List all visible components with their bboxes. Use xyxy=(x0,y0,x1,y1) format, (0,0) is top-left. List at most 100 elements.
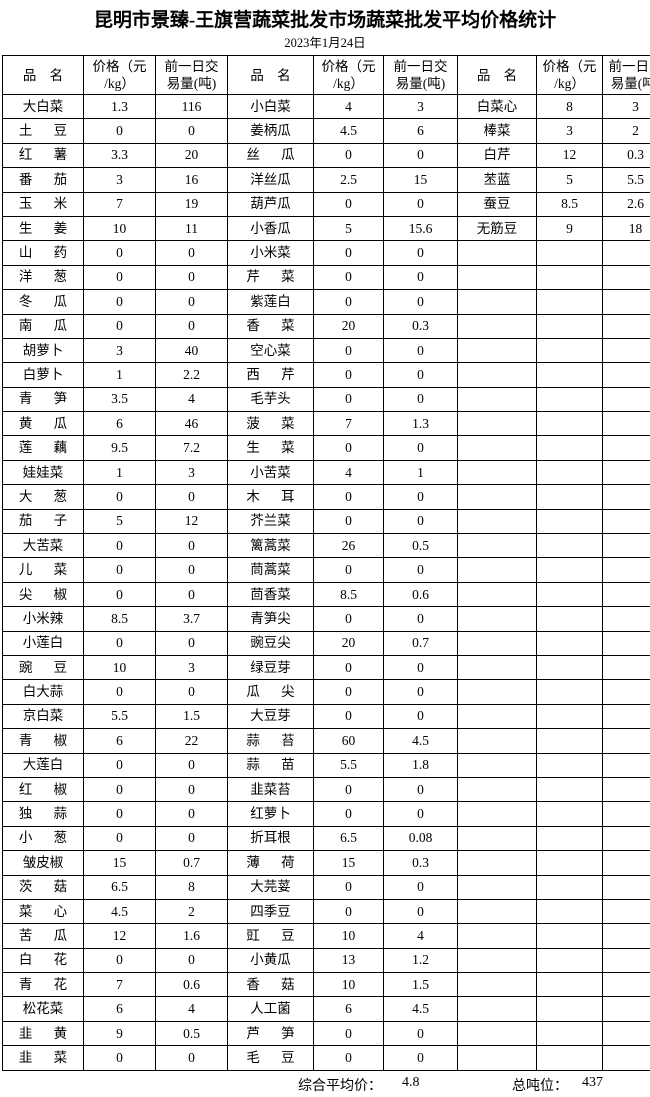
cell-product-name xyxy=(458,753,537,777)
cell-product-name: 小黄瓜 xyxy=(228,948,314,972)
cell-price xyxy=(537,973,603,997)
cell-product-name: 尖 椒 xyxy=(3,582,84,606)
cell-volume: 0 xyxy=(384,875,458,899)
cell-price xyxy=(537,582,603,606)
cell-product-name: 松花菜 xyxy=(3,997,84,1021)
cell-volume: 22 xyxy=(156,729,228,753)
cell-product-name: 大芫荽 xyxy=(228,875,314,899)
header-volume-line2: 易量(吨) xyxy=(167,76,217,91)
cell-volume: 0.6 xyxy=(156,973,228,997)
cell-price: 10 xyxy=(314,973,384,997)
cell-price xyxy=(537,899,603,923)
cell-price: 0 xyxy=(314,485,384,509)
cell-volume xyxy=(603,290,650,314)
cell-product-name xyxy=(458,436,537,460)
cell-price: 9.5 xyxy=(84,436,156,460)
cell-product-name xyxy=(458,826,537,850)
cell-product-name: 白 花 xyxy=(3,948,84,972)
cell-volume: 4.5 xyxy=(384,729,458,753)
cell-price: 6 xyxy=(84,729,156,753)
cell-price: 0 xyxy=(314,558,384,582)
cell-price: 6 xyxy=(84,412,156,436)
cell-price xyxy=(537,558,603,582)
cell-volume: 0 xyxy=(384,436,458,460)
cell-volume: 2 xyxy=(156,899,228,923)
cell-price xyxy=(537,704,603,728)
cell-product-name xyxy=(458,680,537,704)
cell-volume: 0 xyxy=(156,680,228,704)
cell-price xyxy=(537,509,603,533)
cell-product-name: 红萝卜 xyxy=(228,802,314,826)
cell-price: 0 xyxy=(314,436,384,460)
cell-volume: 0 xyxy=(384,363,458,387)
cell-product-name: 姜柄瓜 xyxy=(228,119,314,143)
cell-volume: 0 xyxy=(156,290,228,314)
cell-product-name: 折耳根 xyxy=(228,826,314,850)
cell-volume: 0 xyxy=(384,704,458,728)
cell-price xyxy=(537,729,603,753)
cell-volume: 0 xyxy=(384,680,458,704)
cell-price xyxy=(537,1021,603,1045)
cell-product-name: 生 菜 xyxy=(228,436,314,460)
cell-product-name: 白芹 xyxy=(458,143,537,167)
cell-price xyxy=(537,412,603,436)
cell-volume xyxy=(603,655,650,679)
cell-volume: 7.2 xyxy=(156,436,228,460)
cell-price: 0 xyxy=(314,509,384,533)
cell-price xyxy=(537,290,603,314)
cell-product-name xyxy=(458,777,537,801)
cell-volume: 0 xyxy=(156,485,228,509)
cell-product-name: 白大蒜 xyxy=(3,680,84,704)
cell-price: 5 xyxy=(537,168,603,192)
header-price-3: 价格（元 /kg） xyxy=(537,56,603,95)
cell-product-name: 香 菇 xyxy=(228,973,314,997)
cell-product-name: 篱蒿菜 xyxy=(228,534,314,558)
cell-volume: 0 xyxy=(156,265,228,289)
cell-volume: 12 xyxy=(156,509,228,533)
cell-volume: 16 xyxy=(156,168,228,192)
cell-volume xyxy=(603,802,650,826)
cell-price: 0 xyxy=(314,143,384,167)
header-volume-line1: 前一日交 xyxy=(394,59,448,74)
cell-volume xyxy=(603,338,650,362)
cell-price: 20 xyxy=(314,314,384,338)
cell-product-name: 京白菜 xyxy=(3,704,84,728)
cell-product-name: 蚕豆 xyxy=(458,192,537,216)
cell-volume: 0 xyxy=(156,802,228,826)
cell-price: 6.5 xyxy=(314,826,384,850)
cell-price: 0 xyxy=(84,582,156,606)
cell-price: 10 xyxy=(84,655,156,679)
cell-price: 0 xyxy=(314,704,384,728)
cell-volume: 11 xyxy=(156,216,228,240)
header-volume-line1: 前一日交 xyxy=(609,59,650,74)
cell-volume: 0 xyxy=(384,655,458,679)
cell-volume: 4 xyxy=(384,924,458,948)
cell-product-name: 葫芦瓜 xyxy=(228,192,314,216)
cell-price: 3.3 xyxy=(84,143,156,167)
cell-price: 0 xyxy=(84,1046,156,1070)
cell-volume xyxy=(603,314,650,338)
cell-product-name xyxy=(458,851,537,875)
header-price-line1: 价格（元 xyxy=(543,59,597,74)
cell-volume: 0 xyxy=(384,1021,458,1045)
cell-price: 0 xyxy=(84,826,156,850)
cell-price: 5.5 xyxy=(84,704,156,728)
cell-volume: 0 xyxy=(156,314,228,338)
cell-volume xyxy=(603,412,650,436)
header-row: 品 名 价格（元 /kg） 前一日交 易量(吨) 品 名 价格（元 /kg） 前… xyxy=(3,56,650,95)
cell-volume: 0.3 xyxy=(603,143,650,167)
cell-product-name: 白萝卜 xyxy=(3,363,84,387)
